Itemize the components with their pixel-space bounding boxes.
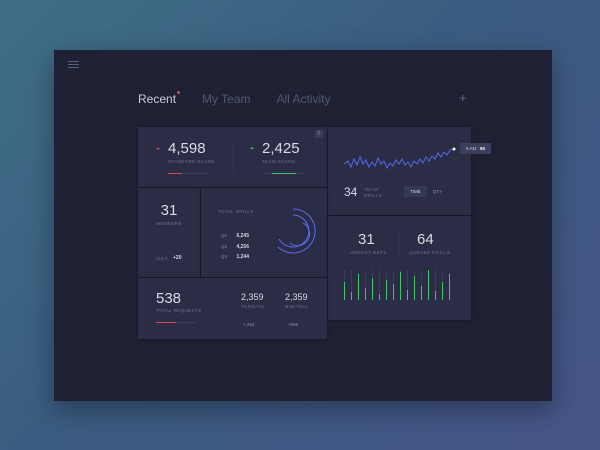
members-delta: +20 <box>173 255 182 261</box>
bar <box>400 272 401 300</box>
bar-track <box>435 270 436 300</box>
total-drills-ring-chart <box>277 208 316 254</box>
queued-drills-label: QUEUED DRILLS <box>409 250 451 255</box>
bar <box>351 292 352 300</box>
members-value: 31 <box>160 202 178 219</box>
time-qty-toggle: TIME QTY <box>404 186 448 197</box>
queued-drills-value: 64 <box>417 231 434 248</box>
total-drills-card: TOTAL DRILLS Q1 6,245 Q2 4,256 Q3 1,244 <box>201 188 327 277</box>
team-drills-point <box>452 147 456 151</box>
threats-delta: + 264 <box>243 322 255 327</box>
total-drills-row-label: Q3 <box>221 254 228 259</box>
reps-divider <box>398 230 399 258</box>
requests-card: 538 TOTAL REQUESTS 2,359 THREATS + 264 2… <box>138 278 327 339</box>
bar <box>449 274 450 300</box>
total-drills-title: TOTAL DRILLS <box>218 209 254 214</box>
tab-my-team[interactable]: My Team <box>202 92 250 106</box>
info-icon[interactable]: ! <box>315 130 323 138</box>
members-label: MEMBERS <box>156 221 182 226</box>
members-card: 31 MEMBERS JULY +20 <box>138 188 200 277</box>
team-drills-line <box>343 148 455 170</box>
total-requests-value: 538 <box>156 290 182 307</box>
dashboard-window: Recent My Team All Activity + ! 4,598 ST… <box>54 50 552 401</box>
bar-track <box>365 270 366 300</box>
standard-scans-sparkline <box>168 173 210 174</box>
bar <box>435 291 436 300</box>
ring-inner-arc <box>289 222 311 247</box>
bar <box>344 282 345 300</box>
total-drills-row-value: 1,244 <box>236 254 249 260</box>
toggle-qty[interactable]: QTY <box>432 189 443 194</box>
reps-card: 31 URGENT REPS 64 QUEUED DRILLS <box>328 216 471 320</box>
tab-recent-label: Recent <box>138 92 177 106</box>
reps-bar-chart <box>344 270 450 300</box>
active-dot-icon <box>177 91 181 94</box>
bar <box>379 294 380 300</box>
tab-bar: Recent My Team All Activity <box>138 91 357 106</box>
bar <box>407 290 408 300</box>
total-drills-row-label: Q1 <box>221 233 228 238</box>
bar-track <box>379 270 380 300</box>
bar <box>414 276 415 300</box>
bar-track <box>351 270 352 300</box>
toggle-time[interactable]: TIME <box>404 186 427 197</box>
tab-all-activity-label: All Activity <box>276 92 331 106</box>
plus-icon[interactable]: + <box>459 90 467 105</box>
menu-icon[interactable] <box>68 61 79 69</box>
total-drills-row: Q2 4,256 <box>221 235 249 253</box>
bar <box>442 282 443 300</box>
bar <box>421 286 422 300</box>
neutral-delta: +856 <box>288 322 299 327</box>
tab-recent[interactable]: Recent <box>138 91 181 106</box>
bar-track <box>421 270 422 300</box>
team-drills-card: 9 AM : 50 34 TEAM DRILLS TIME QTY <box>328 127 492 215</box>
threats-label: THREATS <box>241 304 265 309</box>
team-scans-value: 2,425 <box>262 140 300 157</box>
bar <box>428 270 429 300</box>
triangle-down-icon <box>156 148 160 150</box>
team-drills-line-chart <box>343 147 456 170</box>
ring-middle-arc <box>278 214 310 248</box>
scans-divider <box>233 141 234 173</box>
tooltip-value: 50 <box>480 146 486 151</box>
standard-scans-value: 4,598 <box>168 140 206 157</box>
bar <box>386 280 387 300</box>
bar <box>358 274 359 300</box>
triangle-up-icon <box>250 147 254 149</box>
team-scans-label: TEAM SCANS <box>262 159 296 164</box>
team-scans-sparkline <box>262 173 304 174</box>
team-drills-label-1: TEAM <box>364 187 379 192</box>
neutral-label: NUETRAL <box>285 304 309 309</box>
team-drills-value: 34 <box>344 185 358 199</box>
bar <box>372 278 373 300</box>
total-drills-row-value: 4,256 <box>236 244 249 250</box>
standard-scans-label: STANDARD SCANS <box>168 159 215 164</box>
tab-my-team-label: My Team <box>202 92 251 106</box>
total-drills-row-value: 6,245 <box>236 233 249 239</box>
neutral-value: 2,359 <box>285 292 308 302</box>
total-requests-sparkline <box>156 322 196 323</box>
total-drills-row: Q3 1,244 <box>221 245 249 263</box>
threats-value: 2,359 <box>241 292 264 302</box>
total-drills-row: Q1 6,245 <box>221 224 249 242</box>
total-drills-row-label: Q2 <box>221 244 228 249</box>
ring-outer-arc <box>277 208 316 254</box>
urgent-reps-value: 31 <box>358 231 375 248</box>
chart-tooltip: 9 AM : 50 <box>460 143 492 154</box>
tab-all-activity[interactable]: All Activity <box>277 92 331 106</box>
bar-track <box>407 270 408 300</box>
urgent-reps-label: URGENT REPS <box>350 250 387 255</box>
team-drills-label-2: DRILLS <box>364 193 383 198</box>
tooltip-time: 9 AM : <box>466 146 479 151</box>
bar <box>365 288 366 300</box>
total-requests-label: TOTAL REQUESTS <box>156 308 202 313</box>
members-month: JULY <box>156 256 169 261</box>
bar <box>393 284 394 300</box>
scans-card: ! 4,598 STANDARD SCANS 2,425 TEAM SCANS <box>138 127 327 187</box>
